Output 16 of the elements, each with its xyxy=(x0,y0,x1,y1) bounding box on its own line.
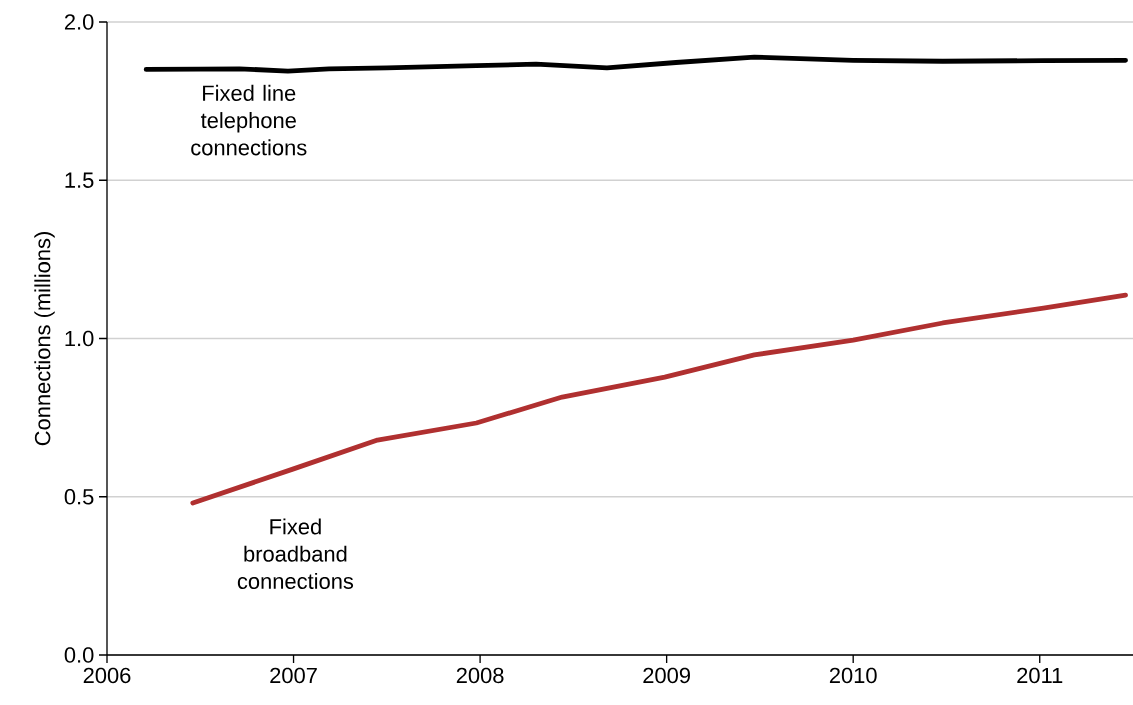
y-tick-label: 2.0 xyxy=(64,14,94,30)
x-tick-label: 2007 xyxy=(270,667,317,684)
line-series xyxy=(190,292,1128,506)
y-tick-label: 1.5 xyxy=(65,172,94,188)
y-axis-title: Connections (millions) xyxy=(34,232,55,446)
x-tick-label: 2006 xyxy=(83,667,131,684)
series-label: Fixed line telephone connections xyxy=(191,84,307,156)
series-label: Fixed broadband connections xyxy=(237,518,354,589)
x-tick-label: 2008 xyxy=(456,667,504,684)
line-series xyxy=(143,54,1128,74)
x-tick-label: 2011 xyxy=(1017,667,1063,684)
x-tick-label: 2009 xyxy=(643,667,690,684)
x-tick-label: 2010 xyxy=(829,667,877,684)
y-tick-label: 0.0 xyxy=(64,647,94,663)
y-tick-label: 0.5 xyxy=(64,488,94,505)
y-tick-label: 1.0 xyxy=(65,330,94,347)
